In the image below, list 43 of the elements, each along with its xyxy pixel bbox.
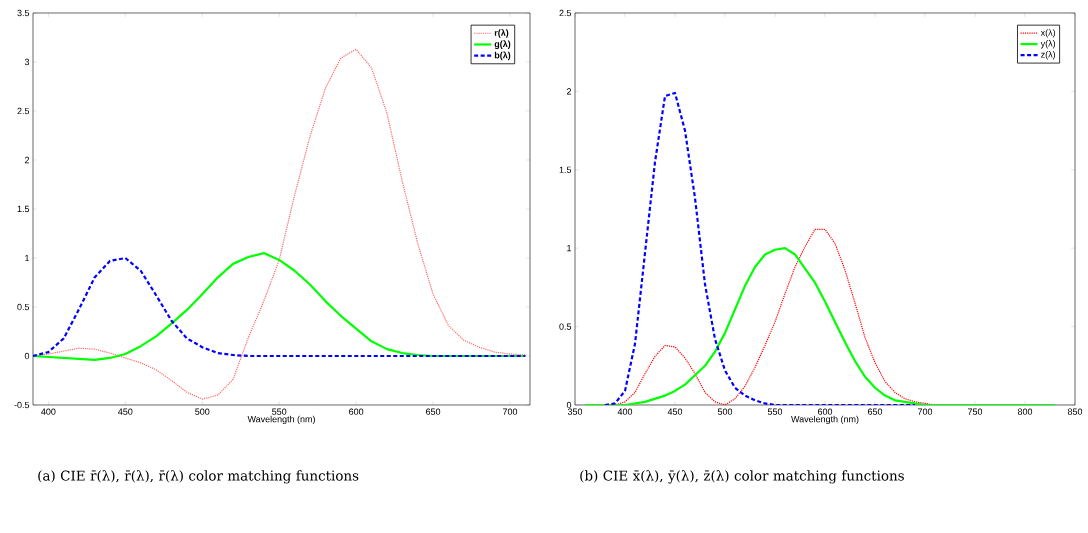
x-tick-label: 550 bbox=[767, 408, 783, 415]
x-tick-label: 450 bbox=[667, 408, 683, 415]
x-tick-label: 550 bbox=[272, 408, 287, 415]
x-tick-label: 350 bbox=[567, 408, 583, 415]
x-tick-label: 500 bbox=[195, 408, 210, 415]
x-tick-label: 500 bbox=[717, 408, 733, 415]
x-tick-label: 600 bbox=[817, 408, 833, 415]
y-tick-label: 2.5 bbox=[17, 107, 30, 115]
y-tick-label: 3.5 bbox=[17, 9, 30, 17]
y-tick-label: -0.5 bbox=[14, 401, 30, 409]
x-tick-label: 800 bbox=[1017, 408, 1033, 415]
x-tick-label: 650 bbox=[426, 408, 441, 415]
x-tick-label: 750 bbox=[967, 408, 983, 415]
x-tick-label: 450 bbox=[118, 408, 133, 415]
x-tick-label: 700 bbox=[917, 408, 933, 415]
y-tick-label: 3 bbox=[24, 58, 30, 66]
x-axis-title: Wavelength (nm) bbox=[247, 415, 315, 425]
y-tick-label: 1.5 bbox=[17, 205, 30, 213]
y-tick-label: 0.5 bbox=[559, 323, 572, 330]
x-axis-title: Wavelength (nm) bbox=[791, 415, 859, 425]
y-tick-label: 1 bbox=[25, 254, 30, 262]
text: (a) CIE r̄(λ), r̄(λ), r̄(λ) color matching functions bbox=[38, 470, 359, 484]
x-tick-label: 400 bbox=[41, 408, 56, 415]
legend-label: b(λ) bbox=[494, 51, 511, 61]
y-tick-label: 2 bbox=[24, 156, 30, 164]
text: (b) CIE x̄(λ), ȳ(λ), z̄(λ) color matching functions bbox=[580, 470, 904, 484]
legend-label: g(λ) bbox=[494, 40, 511, 49]
x-tick-label: 650 bbox=[867, 408, 883, 415]
y-tick-label: 1.5 bbox=[559, 166, 572, 173]
x-tick-label: 700 bbox=[502, 408, 518, 415]
x-tick-label: 600 bbox=[349, 408, 364, 415]
y-tick-label: 0 bbox=[24, 352, 30, 360]
legend-label: x(λ) bbox=[1040, 29, 1056, 38]
legend-label: z(λ) bbox=[1041, 51, 1056, 60]
legend-label: y(λ) bbox=[1040, 40, 1056, 49]
x-tick-label: 850 bbox=[1067, 408, 1083, 415]
legend-label: r(λ) bbox=[494, 29, 509, 38]
y-tick-label: 0 bbox=[566, 401, 572, 409]
y-tick-label: 1 bbox=[567, 245, 572, 252]
y-tick-label: 2 bbox=[566, 88, 572, 95]
y-tick-label: 2.5 bbox=[559, 9, 572, 17]
y-tick-label: 0.5 bbox=[17, 303, 30, 311]
x-tick-label: 400 bbox=[617, 408, 633, 415]
